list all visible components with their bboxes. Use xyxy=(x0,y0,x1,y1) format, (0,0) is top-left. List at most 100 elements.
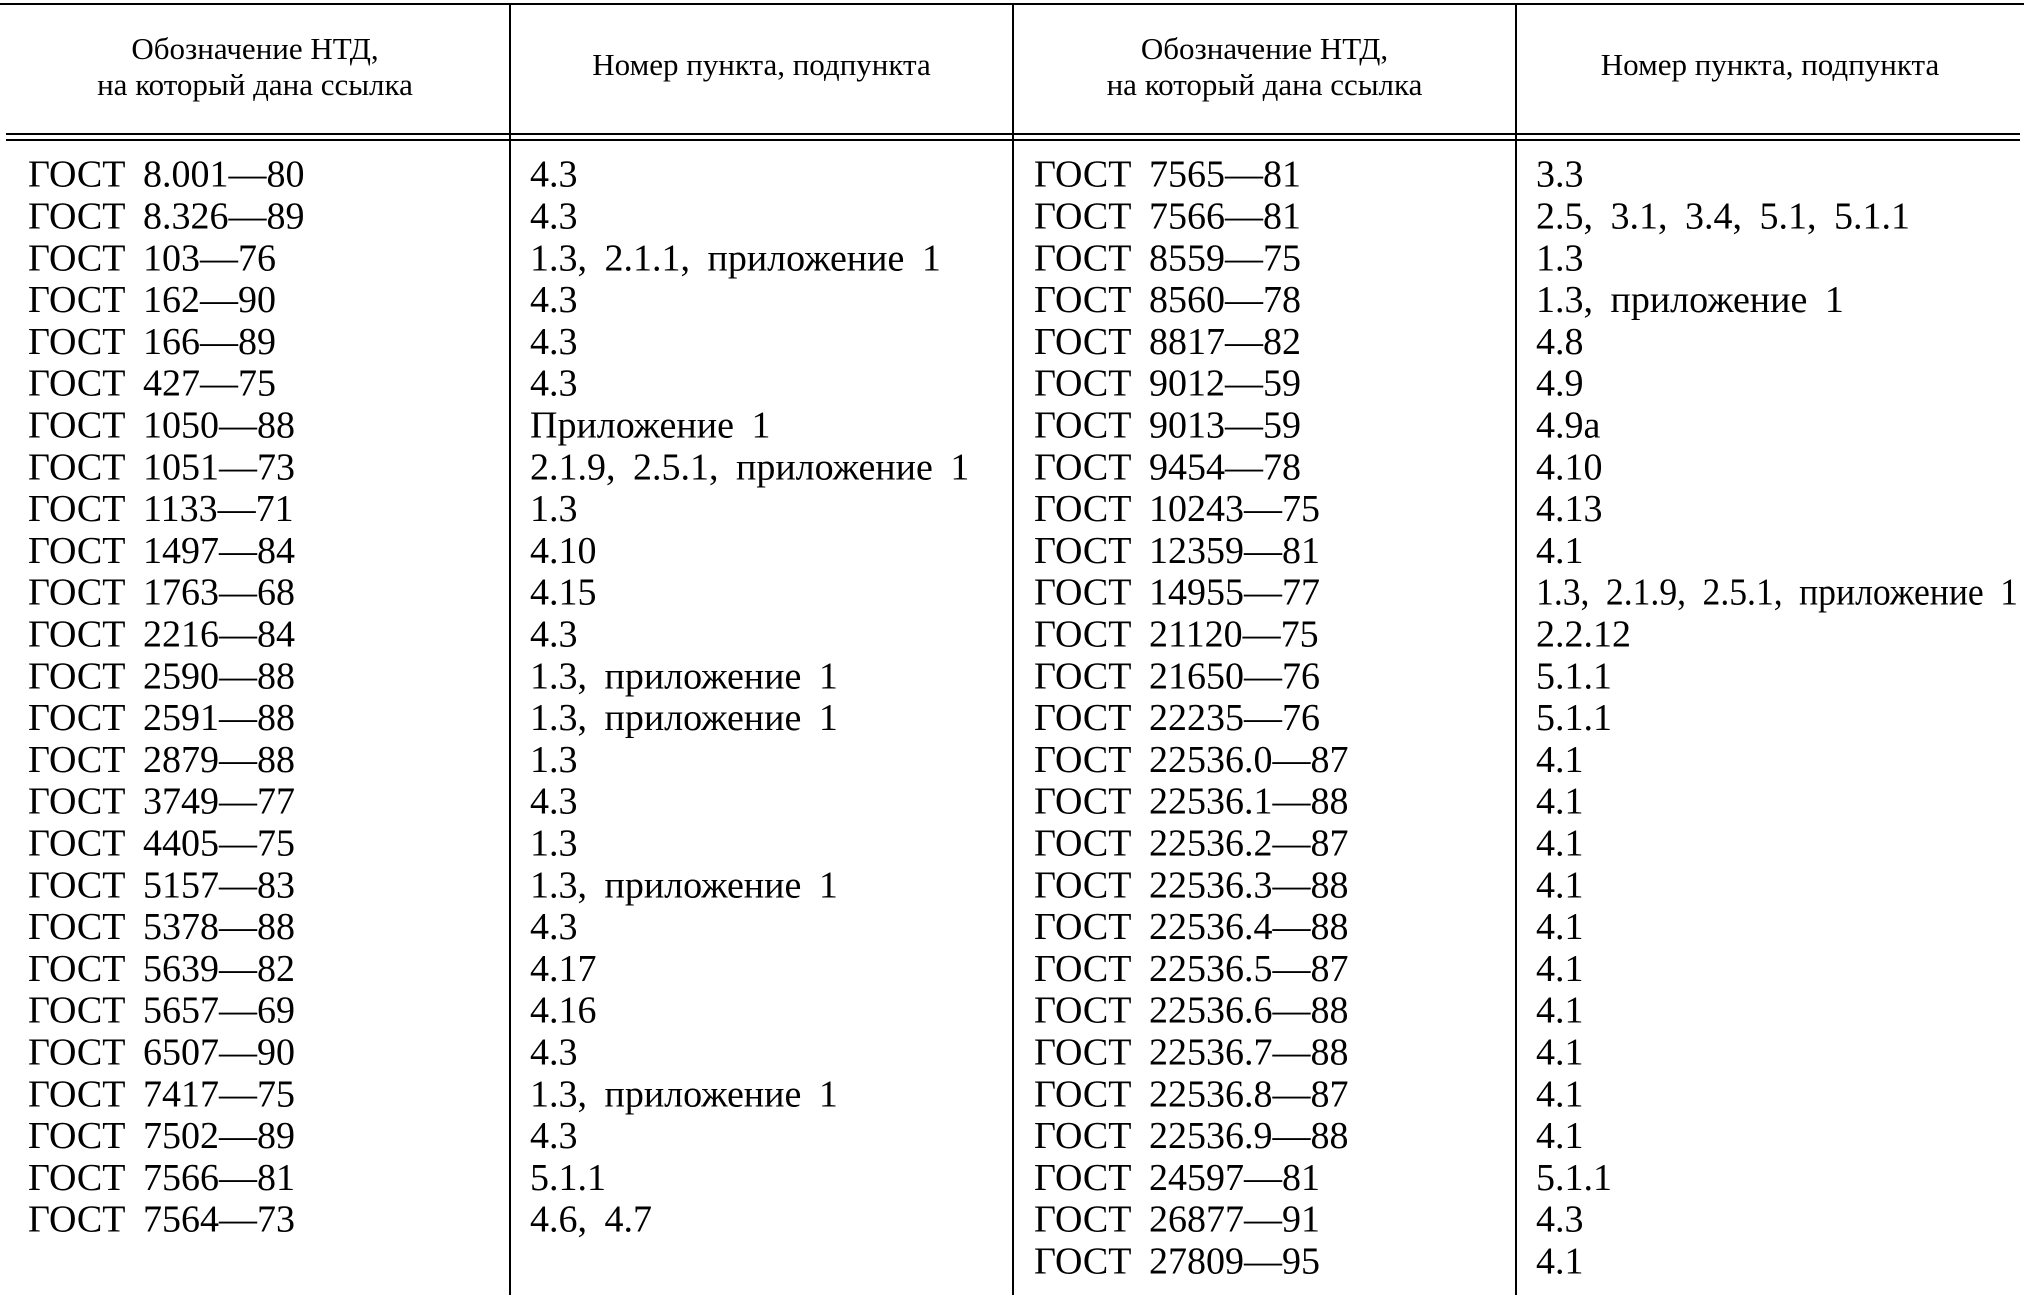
clause-number: 4.1 xyxy=(1536,1115,1584,1157)
clause-number: 4.6, 4.7 xyxy=(530,1199,652,1241)
clause-number: 4.9 xyxy=(1536,363,1584,405)
standard-code: ГОСТ 5157—83 xyxy=(28,864,295,906)
clause-number: 4.1 xyxy=(1536,948,1584,990)
standard-code: ГОСТ 8.326—89 xyxy=(28,196,305,238)
standard-code: ГОСТ 8817—82 xyxy=(1034,321,1301,363)
clause-number: 5.1.1 xyxy=(1536,1157,1612,1199)
clause-number: 4.17 xyxy=(530,948,597,990)
clause-number: 4.1 xyxy=(1536,739,1584,781)
column-header: Обозначение НТД, xyxy=(1141,31,1388,66)
standard-code: ГОСТ 26877—91 xyxy=(1034,1199,1320,1241)
clause-number: 3.3 xyxy=(1536,154,1584,196)
standard-code: ГОСТ 22536.2—87 xyxy=(1034,823,1349,865)
clause-number: 4.1 xyxy=(1536,530,1584,572)
clause-number: 4.16 xyxy=(530,990,597,1032)
standard-code: ГОСТ 103—76 xyxy=(28,237,276,279)
standard-code: ГОСТ 22536.1—88 xyxy=(1034,781,1349,823)
standard-code: ГОСТ 427—75 xyxy=(28,363,276,405)
clause-number: 4.1 xyxy=(1536,906,1584,948)
standard-code: ГОСТ 22536.5—87 xyxy=(1034,948,1349,990)
standard-code: ГОСТ 2879—88 xyxy=(28,739,295,781)
standard-code: ГОСТ 7565—81 xyxy=(1034,154,1301,196)
standard-code: ГОСТ 22536.3—88 xyxy=(1034,864,1349,906)
clause-number: 4.10 xyxy=(1536,446,1603,488)
clause-number: 4.13 xyxy=(1536,488,1603,530)
clause-number: 2.1.9, 2.5.1, приложение 1 xyxy=(530,446,969,488)
clause-number: 1.3 xyxy=(530,488,578,530)
standard-code: ГОСТ 22235—76 xyxy=(1034,697,1320,739)
clause-number: 4.3 xyxy=(530,279,578,321)
clause-number: 4.3 xyxy=(530,154,578,196)
standard-code: ГОСТ 9012—59 xyxy=(1034,363,1301,405)
clause-number: 5.1.1 xyxy=(1536,697,1612,739)
clause-number: 4.3 xyxy=(1536,1199,1584,1241)
clause-number: 4.1 xyxy=(1536,781,1584,823)
standard-code: ГОСТ 22536.8—87 xyxy=(1034,1073,1349,1115)
clause-number: 4.8 xyxy=(1536,321,1584,363)
standard-code: ГОСТ 8560—78 xyxy=(1034,279,1301,321)
standard-code: ГОСТ 3749—77 xyxy=(28,781,295,823)
clause-number: 1.3, 2.1.9, 2.5.1, приложение 1 xyxy=(1536,572,2018,614)
standard-code: ГОСТ 2590—88 xyxy=(28,655,295,697)
standard-code: ГОСТ 2591—88 xyxy=(28,697,295,739)
standard-code: ГОСТ 8559—75 xyxy=(1034,237,1301,279)
standard-code: ГОСТ 5378—88 xyxy=(28,906,295,948)
standard-code: ГОСТ 12359—81 xyxy=(1034,530,1320,572)
standard-code: ГОСТ 4405—75 xyxy=(28,823,295,865)
clause-number: 2.2.12 xyxy=(1536,614,1631,656)
clause-number: 1.3, приложение 1 xyxy=(1536,279,1844,321)
clause-number: 5.1.1 xyxy=(1536,655,1612,697)
standard-code: ГОСТ 7417—75 xyxy=(28,1073,295,1115)
clause-number: 4.1 xyxy=(1536,1032,1584,1074)
clause-number: 4.3 xyxy=(530,363,578,405)
column-header: Номер пункта, подпункта xyxy=(1601,47,1940,82)
standard-code: ГОСТ 14955—77 xyxy=(1034,572,1320,614)
clause-number: 4.1 xyxy=(1536,864,1584,906)
clause-number: Приложение 1 xyxy=(530,405,770,447)
column-header: на который дана ссылка xyxy=(1107,67,1423,102)
clause-number: 4.3 xyxy=(530,1115,578,1157)
standard-code: ГОСТ 22536.6—88 xyxy=(1034,990,1349,1032)
standard-code: ГОСТ 22536.7—88 xyxy=(1034,1032,1349,1074)
clause-number: 4.1 xyxy=(1536,990,1584,1032)
clause-number: 4.9а xyxy=(1536,405,1601,447)
standard-code: ГОСТ 1051—73 xyxy=(28,446,295,488)
standard-code: ГОСТ 22536.4—88 xyxy=(1034,906,1349,948)
clause-number: 4.15 xyxy=(530,572,597,614)
standard-code: ГОСТ 5657—69 xyxy=(28,990,295,1032)
column-header: Обозначение НТД, xyxy=(131,31,378,66)
standard-code: ГОСТ 6507—90 xyxy=(28,1032,295,1074)
clause-number: 4.1 xyxy=(1536,1241,1584,1283)
clause-number: 4.3 xyxy=(530,1032,578,1074)
standard-code: ГОСТ 7564—73 xyxy=(28,1199,295,1241)
standard-code: ГОСТ 7566—81 xyxy=(28,1157,295,1199)
clause-number: 4.1 xyxy=(1536,1073,1584,1115)
standard-code: ГОСТ 9013—59 xyxy=(1034,405,1301,447)
standard-code: ГОСТ 8.001—80 xyxy=(28,154,305,196)
standard-code: ГОСТ 1133—71 xyxy=(28,488,294,530)
clause-number: 4.1 xyxy=(1536,823,1584,865)
column-header: Номер пункта, подпункта xyxy=(592,47,931,82)
standard-code: ГОСТ 162—90 xyxy=(28,279,276,321)
clause-number: 4.10 xyxy=(530,530,597,572)
clause-number: 1.3 xyxy=(530,823,578,865)
clause-number: 5.1.1 xyxy=(530,1157,606,1199)
standard-code: ГОСТ 9454—78 xyxy=(1034,446,1301,488)
column-header: на который дана ссылка xyxy=(97,67,413,102)
clause-number: 4.3 xyxy=(530,906,578,948)
clause-number: 1.3, приложение 1 xyxy=(530,1073,838,1115)
clause-number: 4.3 xyxy=(530,196,578,238)
standard-code: ГОСТ 5639—82 xyxy=(28,948,295,990)
standard-code: ГОСТ 7502—89 xyxy=(28,1115,295,1157)
standard-code: ГОСТ 1763—68 xyxy=(28,572,295,614)
clause-number: 1.3, 2.1.1, приложение 1 xyxy=(530,237,941,279)
standard-code: ГОСТ 1497—84 xyxy=(28,530,295,572)
standard-code: ГОСТ 2216—84 xyxy=(28,614,295,656)
standard-code: ГОСТ 22536.0—87 xyxy=(1034,739,1349,781)
clause-number: 1.3, приложение 1 xyxy=(530,864,838,906)
clause-number: 1.3 xyxy=(1536,237,1584,279)
clause-number: 1.3, приложение 1 xyxy=(530,697,838,739)
standard-code: ГОСТ 24597—81 xyxy=(1034,1157,1320,1199)
